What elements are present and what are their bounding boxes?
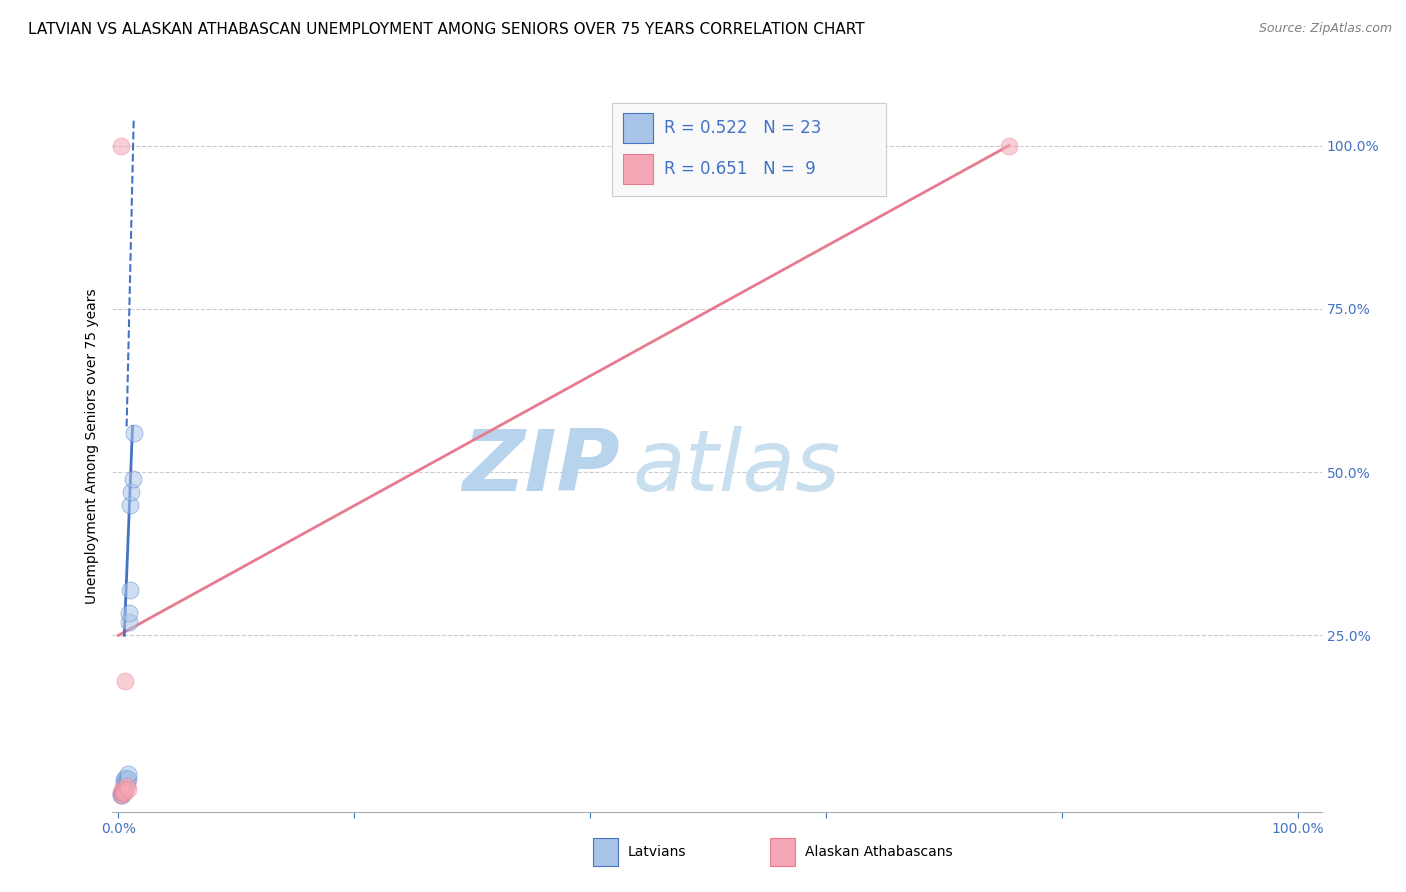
- Point: [110, 789, 132, 803]
- Point: [111, 787, 134, 801]
- Point: [111, 785, 134, 799]
- Point: [114, 771, 136, 785]
- Point: [110, 138, 132, 153]
- Point: [120, 484, 142, 499]
- Point: [115, 775, 138, 789]
- Point: [112, 787, 135, 801]
- Point: [120, 582, 142, 597]
- Point: [115, 779, 138, 793]
- Point: [112, 784, 135, 798]
- Bar: [770, 838, 796, 866]
- Point: [118, 615, 141, 630]
- Point: [112, 781, 135, 796]
- Point: [111, 781, 134, 796]
- Bar: [623, 113, 652, 143]
- Point: [122, 425, 145, 440]
- Point: [118, 606, 141, 620]
- Text: ZIP: ZIP: [463, 426, 620, 509]
- Point: [998, 138, 1021, 153]
- Point: [112, 775, 135, 789]
- Point: [112, 785, 135, 799]
- Text: Latvians: Latvians: [627, 845, 686, 859]
- Point: [110, 789, 132, 803]
- Point: [114, 779, 136, 793]
- Point: [112, 773, 135, 788]
- Point: [117, 767, 139, 781]
- Point: [114, 784, 136, 798]
- Text: R = 0.522   N = 23: R = 0.522 N = 23: [664, 119, 821, 136]
- Point: [121, 472, 143, 486]
- Point: [117, 772, 139, 786]
- Bar: [623, 154, 652, 184]
- Point: [115, 772, 138, 786]
- Point: [117, 781, 139, 796]
- Point: [111, 789, 134, 803]
- Bar: [593, 838, 619, 866]
- Y-axis label: Unemployment Among Seniors over 75 years: Unemployment Among Seniors over 75 years: [86, 288, 100, 604]
- Text: atlas: atlas: [633, 426, 841, 509]
- Text: Alaskan Athabascans: Alaskan Athabascans: [804, 845, 952, 859]
- Point: [111, 785, 134, 799]
- Point: [112, 785, 135, 799]
- Point: [120, 498, 142, 512]
- Text: LATVIAN VS ALASKAN ATHABASCAN UNEMPLOYMENT AMONG SENIORS OVER 75 YEARS CORRELATI: LATVIAN VS ALASKAN ATHABASCAN UNEMPLOYME…: [28, 22, 865, 37]
- Point: [114, 674, 136, 689]
- Point: [110, 787, 132, 801]
- Text: Source: ZipAtlas.com: Source: ZipAtlas.com: [1258, 22, 1392, 36]
- Text: R = 0.651   N =  9: R = 0.651 N = 9: [664, 160, 815, 178]
